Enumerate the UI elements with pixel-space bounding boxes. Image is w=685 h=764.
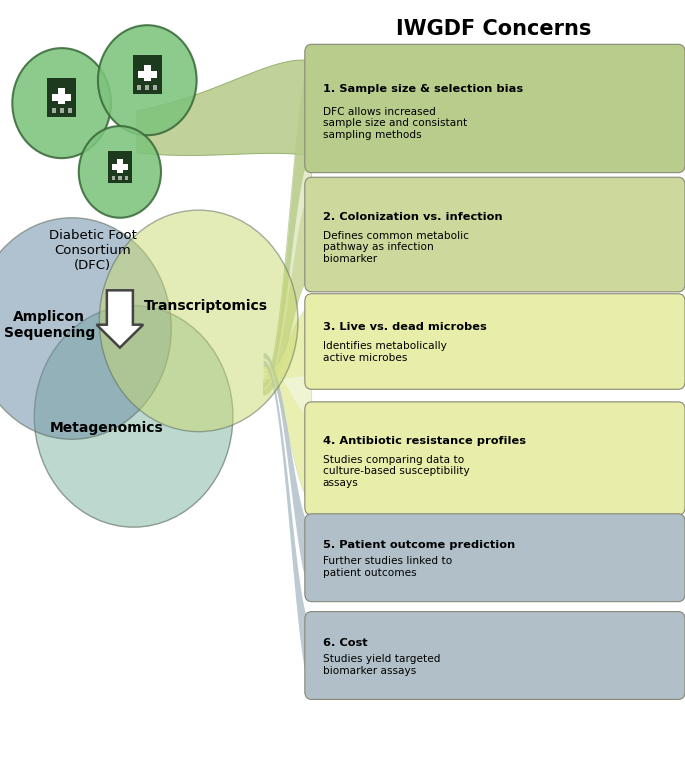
FancyBboxPatch shape (305, 44, 685, 173)
Text: Further studies linked to
patient outcomes: Further studies linked to patient outcom… (323, 556, 452, 578)
Circle shape (99, 210, 298, 432)
Text: Identifies metabolically
active microbes: Identifies metabolically active microbes (323, 342, 447, 363)
FancyBboxPatch shape (305, 513, 685, 602)
FancyBboxPatch shape (112, 159, 128, 162)
Polygon shape (264, 60, 312, 387)
FancyBboxPatch shape (51, 108, 55, 113)
FancyBboxPatch shape (305, 611, 685, 700)
Polygon shape (264, 361, 312, 687)
FancyBboxPatch shape (117, 160, 123, 173)
Polygon shape (264, 307, 312, 380)
FancyBboxPatch shape (137, 65, 158, 69)
FancyBboxPatch shape (112, 176, 115, 180)
Text: IWGDF Concerns: IWGDF Concerns (395, 19, 591, 39)
FancyBboxPatch shape (138, 71, 157, 78)
Polygon shape (264, 365, 312, 500)
FancyBboxPatch shape (305, 177, 685, 292)
FancyBboxPatch shape (305, 402, 685, 515)
FancyBboxPatch shape (119, 176, 121, 180)
Polygon shape (137, 60, 312, 156)
Text: Studies comparing data to
culture-based susceptibility
assays: Studies comparing data to culture-based … (323, 455, 469, 487)
Circle shape (12, 48, 111, 158)
Text: 4. Antibiotic resistance profiles: 4. Antibiotic resistance profiles (323, 436, 525, 446)
Circle shape (34, 306, 233, 527)
FancyArrow shape (97, 290, 143, 348)
FancyBboxPatch shape (305, 293, 685, 389)
Text: 6. Cost: 6. Cost (323, 638, 367, 648)
Circle shape (98, 25, 197, 135)
Polygon shape (264, 192, 312, 394)
Text: 1. Sample size & selection bias: 1. Sample size & selection bias (323, 84, 523, 94)
Polygon shape (264, 60, 312, 395)
Circle shape (79, 126, 161, 218)
Text: Studies yield targeted
biomarker assays: Studies yield targeted biomarker assays (323, 654, 440, 675)
Text: Metagenomics: Metagenomics (49, 421, 163, 435)
Circle shape (0, 218, 171, 439)
FancyBboxPatch shape (125, 176, 128, 180)
Text: Amplicon
Sequencing: Amplicon Sequencing (3, 309, 95, 340)
FancyBboxPatch shape (108, 151, 132, 183)
FancyBboxPatch shape (51, 88, 72, 92)
FancyBboxPatch shape (145, 85, 149, 90)
Text: Diabetic Foot
Consortium
(DFC): Diabetic Foot Consortium (DFC) (49, 229, 136, 272)
FancyBboxPatch shape (52, 94, 71, 101)
FancyBboxPatch shape (60, 108, 64, 113)
FancyBboxPatch shape (133, 55, 162, 94)
Polygon shape (264, 353, 312, 589)
Text: 2. Colonization vs. infection: 2. Colonization vs. infection (323, 212, 502, 222)
Text: 5. Patient outcome prediction: 5. Patient outcome prediction (323, 540, 515, 550)
Text: Transcriptomics: Transcriptomics (143, 299, 268, 312)
Text: Defines common metabolic
pathway as infection
biomarker: Defines common metabolic pathway as infe… (323, 231, 469, 264)
FancyBboxPatch shape (47, 78, 76, 117)
FancyBboxPatch shape (68, 108, 72, 113)
FancyBboxPatch shape (153, 85, 158, 90)
Polygon shape (264, 307, 312, 500)
FancyBboxPatch shape (144, 65, 151, 81)
Text: DFC allows increased
sample size and consistant
sampling methods: DFC allows increased sample size and con… (323, 107, 467, 140)
FancyBboxPatch shape (58, 88, 65, 104)
Text: 3. Live vs. dead microbes: 3. Live vs. dead microbes (323, 322, 486, 332)
FancyBboxPatch shape (137, 85, 141, 90)
FancyBboxPatch shape (112, 164, 128, 170)
